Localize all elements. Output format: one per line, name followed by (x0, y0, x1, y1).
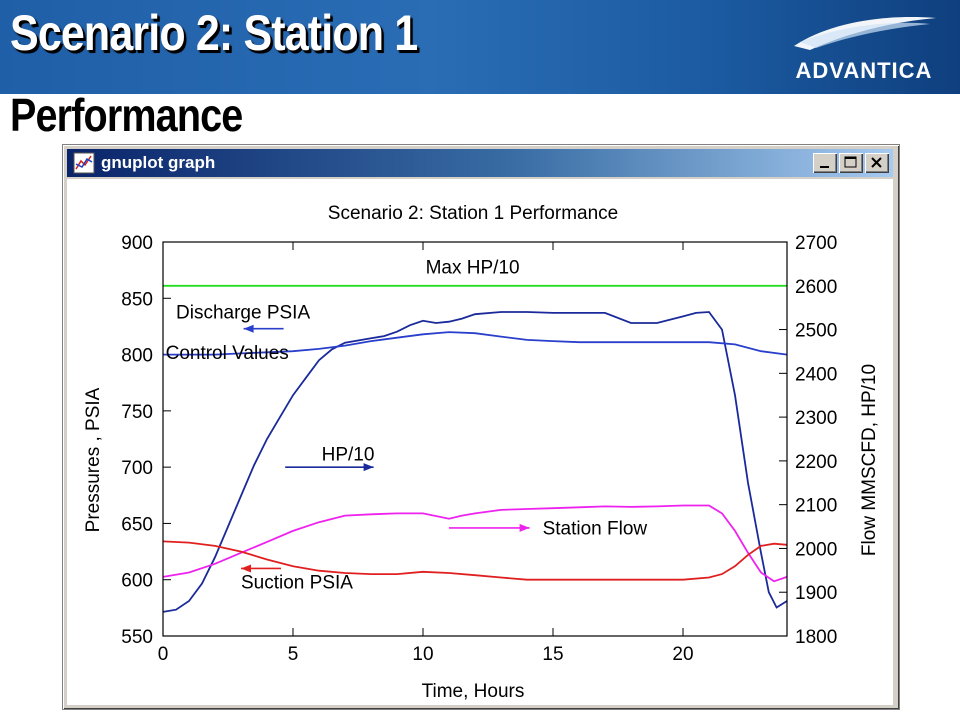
y-tick-label: 700 (121, 458, 153, 479)
advantica-swoosh-icon (794, 17, 936, 51)
annotation-arrow-hp-10-head (363, 463, 374, 472)
gnuplot-window: gnuplot graph Scenario 2: Station 1 Perf… (62, 144, 900, 710)
x-tick-label: 15 (542, 644, 563, 665)
plot-area: Scenario 2: Station 1 Performance Time, … (67, 179, 893, 705)
y2-tick-label: 2000 (795, 539, 837, 560)
series-line-discharge-psia (163, 331, 788, 356)
x-tick-label: 10 (412, 644, 433, 665)
y-tick-label: 550 (121, 627, 153, 648)
gnuplot-graph-icon (73, 152, 95, 174)
annotation-arrow-station-flow-head (519, 523, 530, 532)
y2-axis-label: Flow MMSCFD, HP/10 (859, 364, 880, 556)
maximize-icon (844, 156, 857, 168)
x-tick-label: 5 (288, 644, 299, 665)
y2-tick-label: 2100 (795, 496, 837, 517)
minimize-button[interactable] (813, 153, 837, 173)
series-line-hp-10 (162, 311, 788, 613)
y-tick-label: 650 (121, 514, 153, 535)
y2-tick-label: 2700 (795, 233, 837, 254)
y2-tick-label: 1800 (795, 627, 837, 648)
y-axis-label: Pressures , PSIA (83, 387, 104, 532)
close-icon (871, 157, 882, 168)
x-tick-label: 20 (672, 644, 693, 665)
y-tick-label: 800 (121, 346, 153, 367)
slide-subtitle: Performance (10, 89, 243, 141)
annotation-max-hp-10: Max HP/10 (426, 258, 520, 279)
maximize-button[interactable] (839, 153, 863, 173)
series-line-station-flow (162, 504, 788, 583)
x-tick-label: 0 (158, 644, 169, 665)
y2-tick-label: 2200 (795, 452, 837, 473)
y2-tick-label: 2500 (795, 321, 837, 342)
annotation-discharge-psia: Discharge PSIA (176, 303, 310, 324)
annotation-suction-psia: Suction PSIA (241, 573, 353, 594)
minimize-icon (820, 166, 829, 168)
y-tick-label: 900 (121, 233, 153, 254)
y2-tick-label: 2600 (795, 277, 837, 298)
y2-tick-label: 2400 (795, 364, 837, 385)
y2-tick-label: 1900 (795, 583, 837, 604)
y-tick-label: 750 (121, 402, 153, 423)
series-line-suction-psia (162, 540, 788, 581)
window-titlebar[interactable]: gnuplot graph (67, 149, 893, 177)
window-title: gnuplot graph (101, 153, 216, 172)
x-axis-label: Time, Hours (422, 681, 525, 702)
y2-tick-label: 2300 (795, 408, 837, 429)
chart-title: Scenario 2: Station 1 Performance (328, 203, 618, 224)
annotation-hp-10: HP/10 (322, 444, 375, 465)
annotation-station-flow: Station Flow (543, 519, 648, 540)
close-button[interactable] (865, 153, 889, 173)
annotation-control-values: Control Values (166, 343, 289, 364)
advantica-logo-text: ADVANTICA (795, 58, 933, 83)
plot-frame (162, 241, 788, 637)
annotation-arrow-discharge-psia-head (243, 324, 254, 333)
slide-title: Scenario 2: Station 1 (10, 5, 418, 61)
y-tick-label: 850 (121, 289, 153, 310)
y-tick-label: 600 (121, 571, 153, 592)
performance-chart: Scenario 2: Station 1 Performance Time, … (83, 203, 880, 702)
annotation-arrow-suction-psia-head (241, 564, 251, 573)
